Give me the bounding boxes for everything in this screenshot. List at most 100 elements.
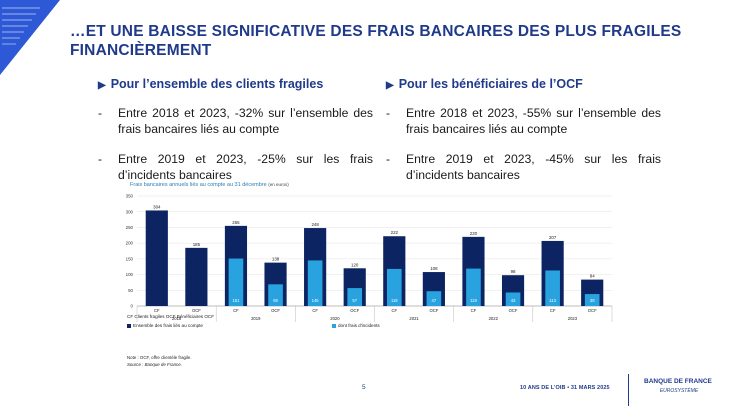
brand-name: BANQUE DE FRANCE — [644, 378, 712, 385]
event-label: 10 ANS DE L’OIB • 31 MARS 2025 — [520, 385, 610, 391]
data-label-incidents: 43 — [511, 298, 516, 303]
dash: - — [98, 152, 103, 166]
x-tick-label: OCF — [509, 308, 518, 313]
right-heading-text: Pour les bénéficiaires de l’OCF — [398, 77, 583, 91]
chart-note: Note : OCF, offre clientèle fragile. Sou… — [127, 354, 192, 368]
legend-item-incidents: dont frais d'incidents — [332, 323, 380, 328]
year-label: 2020 — [330, 316, 340, 321]
y-tick-label: 300 — [126, 209, 134, 214]
left-bullet-1: - Entre 2018 et 2023, -32% sur l’ensembl… — [98, 105, 373, 137]
chart-title-text: Frais bancaires annuels liés au compte a… — [130, 182, 267, 188]
data-label-incidents: 69 — [273, 298, 278, 303]
year-label: 2019 — [251, 316, 261, 321]
bar-total — [185, 247, 208, 306]
x-tick-label: CF — [312, 308, 318, 313]
note-text: Note : OCF, offre clientèle fragile. — [127, 355, 192, 360]
data-label-total: 84 — [590, 274, 595, 279]
data-label-incidents: 119 — [470, 298, 477, 303]
bar-incidents — [466, 268, 481, 306]
brand-logo: BANQUE DE FRANCE EUROSYSTÈME — [644, 378, 714, 394]
triangle-right-icon: ▶ — [386, 80, 394, 91]
data-label-incidents: 113 — [549, 298, 556, 303]
chart-plot: 0 50 100 150 200 250 300 350 304 CF 185 OCF 255 151 CF… — [126, 194, 613, 322]
year-label: 2022 — [489, 316, 499, 321]
data-label-incidents: 47 — [432, 298, 437, 303]
data-label-total: 207 — [549, 235, 557, 240]
legend-codes: CF Clients fragiles OCF Bénéficiaires OC… — [127, 314, 215, 319]
x-tick-label: CF — [154, 308, 160, 313]
triangle-right-icon: ▶ — [98, 80, 106, 91]
data-label-incidents: 38 — [590, 298, 595, 303]
page-number: 5 — [362, 384, 366, 391]
bar-incidents — [228, 258, 244, 306]
right-column: ▶ Pour les bénéficiaires de l’OCF - Entre… — [386, 76, 661, 197]
data-label-total: 248 — [311, 222, 319, 227]
bullet-text: Entre 2019 et 2023, -45% sur les frais d… — [406, 152, 661, 182]
right-column-heading: ▶ Pour les bénéficiaires de l’OCF — [386, 76, 661, 94]
data-label-incidents: 145 — [312, 298, 320, 303]
bullet-text: Entre 2019 et 2023, -25% sur les frais d… — [118, 152, 373, 182]
x-tick-label: CF — [233, 308, 239, 313]
y-tick-label: 0 — [131, 304, 134, 309]
bar-incidents — [584, 294, 600, 306]
legend-label: Ensemble des frais liés au compte — [133, 323, 203, 328]
left-column: ▶ Pour l’ensemble des clients fragiles - … — [98, 76, 373, 197]
fees-bar-chart: Frais bancaires annuels liés au compte a… — [117, 182, 622, 372]
corner-logo — [0, 0, 60, 75]
dash: - — [386, 106, 391, 120]
data-label-total: 108 — [430, 266, 438, 271]
left-column-heading: ▶ Pour l’ensemble des clients fragiles — [98, 76, 373, 94]
x-tick-label: CF — [471, 308, 477, 313]
data-label-total: 120 — [351, 262, 359, 267]
brand-tagline: EUROSYSTÈME — [659, 388, 699, 394]
bar-incidents — [545, 270, 560, 306]
y-tick-label: 200 — [126, 241, 134, 246]
y-tick-label: 100 — [126, 272, 134, 277]
source-italic: Source : Banque de France. — [127, 362, 182, 367]
footer-divider — [628, 374, 629, 406]
bar-total — [145, 210, 168, 306]
y-tick-label: 350 — [126, 194, 134, 199]
data-label-total: 222 — [391, 230, 399, 235]
bar-incidents — [307, 260, 323, 306]
bar-incidents — [386, 268, 402, 306]
data-label-total: 98 — [511, 269, 516, 274]
x-tick-label: CF — [391, 308, 397, 313]
right-bullet-2: - Entre 2019 et 2023, -45% sur les frais… — [386, 151, 661, 183]
data-label-total: 304 — [153, 204, 161, 209]
right-bullet-1: - Entre 2018 et 2023, -55% sur l’ensembl… — [386, 105, 661, 137]
x-tick-label: OCF — [271, 308, 280, 313]
legend-item-total: Ensemble des frais liés au compte — [127, 323, 203, 328]
data-label-incidents: 57 — [352, 298, 357, 303]
y-tick-label: 150 — [126, 256, 134, 261]
data-label-incidents: 118 — [391, 298, 398, 303]
left-bullet-2: - Entre 2019 et 2023, -25% sur les frais… — [98, 151, 373, 183]
bar-incidents — [268, 284, 283, 306]
x-tick-label: OCF — [350, 308, 359, 313]
legend-swatch-dark — [127, 323, 131, 328]
source-text: Source : Banque de France. — [127, 361, 192, 368]
dash: - — [386, 152, 391, 166]
bullet-text: Entre 2018 et 2023, -55% sur l’ensemble … — [406, 106, 661, 136]
x-tick-label: OCF — [192, 308, 201, 313]
data-label-total: 138 — [272, 257, 280, 262]
data-label-total: 255 — [232, 220, 240, 225]
chart-unit: (en euros) — [268, 182, 289, 187]
year-label: 2021 — [409, 316, 419, 321]
bullet-text: Entre 2018 et 2023, -32% sur l’ensemble … — [118, 106, 373, 136]
x-tick-label: OCF — [429, 308, 438, 313]
bar-incidents — [505, 292, 521, 306]
page-title: …ET UNE BAISSE SIGNIFICATIVE DES FRAIS B… — [70, 23, 682, 59]
y-tick-label: 50 — [128, 288, 133, 293]
legend-swatch-light — [332, 323, 336, 328]
dash: - — [98, 106, 103, 120]
chart-title: Frais bancaires annuels liés au compte a… — [130, 182, 289, 188]
legend-label: dont frais d'incidents — [338, 323, 380, 328]
bar-incidents — [347, 288, 363, 306]
x-tick-label: CF — [550, 308, 556, 313]
data-label-total: 185 — [193, 242, 201, 247]
left-heading-text: Pour l’ensemble des clients fragiles — [110, 77, 324, 91]
y-tick-label: 250 — [126, 225, 134, 230]
data-label-incidents: 151 — [232, 298, 240, 303]
x-tick-label: OCF — [588, 308, 597, 313]
